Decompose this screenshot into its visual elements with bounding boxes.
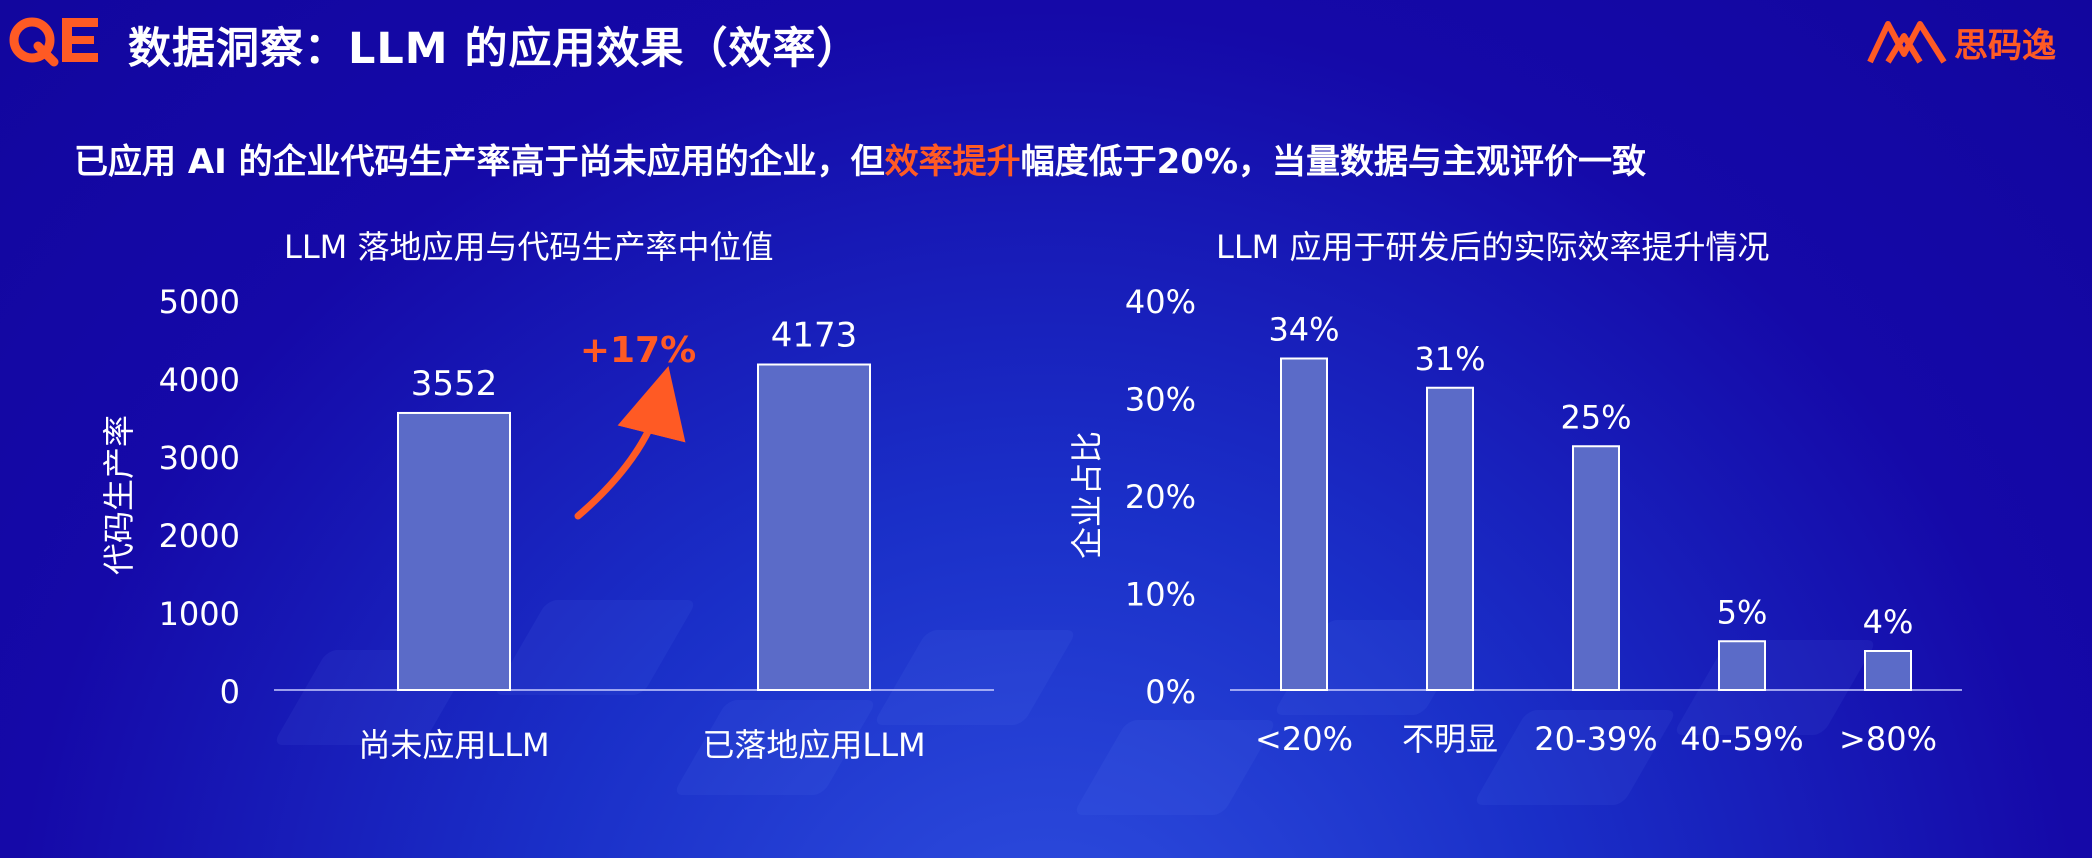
x-category-label: 不明显 (1402, 720, 1498, 758)
bar-value-label: 4% (1863, 603, 1914, 641)
growth-arrow-icon (574, 366, 686, 520)
x-category-label: 已落地应用LLM (702, 726, 925, 764)
y-tick-label: 30% (1125, 381, 1196, 419)
bar (1426, 386, 1474, 691)
y-tick-label: 5000 (159, 283, 240, 321)
y-tick-label: 4000 (159, 361, 240, 399)
qe-logo-icon (9, 17, 98, 67)
chart2-efficiency: 0% 10% 20% 30% 40% 企业占比 34% <20% 31% 不明显 25% 20-39%… (1068, 283, 1962, 758)
headline-part-2: 幅度低于20%，当量数据与主观评价一致 (1020, 142, 1647, 182)
bar-value-label: 25% (1560, 398, 1631, 436)
x-category-label: >80% (1839, 720, 1937, 758)
y-tick-label: 20% (1125, 478, 1196, 516)
growth-annotation: +17% (580, 330, 696, 371)
y-tick-label: 0 (220, 673, 240, 711)
bar-value-label: 34% (1268, 311, 1339, 349)
headline-part-1: 已应用 AI 的企业代码生产率高于尚未应用的企业，但 (74, 142, 885, 182)
page-title: 数据洞察：LLM 的应用效果（效率） (128, 24, 861, 74)
brand-name: 思码逸 (1954, 26, 2056, 66)
chart1-productivity: 0 1000 2000 3000 4000 5000 代码生产率 3552 尚未应用LLM 417… (100, 283, 994, 764)
y-tick-label: 3000 (159, 439, 240, 477)
bar-value-label: 3552 (411, 364, 498, 404)
bar (1718, 640, 1766, 691)
headline-statement: 已应用 AI 的企业代码生产率高于尚未应用的企业，但效率提升幅度低于20%，当量… (74, 134, 1646, 183)
y-tick-label: 0% (1145, 673, 1196, 711)
bar-value-label: 4173 (771, 316, 858, 356)
bar-value-label: 5% (1717, 593, 1768, 631)
bar (397, 411, 511, 691)
y-tick-label: 10% (1125, 576, 1196, 614)
chart1-title: LLM 落地应用与代码生产率中位值 (284, 228, 774, 266)
y-axis-label: 企业占比 (1068, 431, 1106, 559)
y-tick-label: 1000 (159, 595, 240, 633)
y-tick-label: 40% (1125, 283, 1196, 321)
bar (1864, 650, 1912, 691)
brand-logo-icon (1867, 21, 1947, 64)
bar (1280, 357, 1328, 691)
bar (757, 363, 871, 691)
x-category-label: 尚未应用LLM (358, 726, 549, 764)
x-category-label: 20-39% (1534, 720, 1657, 758)
chart2-title: LLM 应用于研发后的实际效率提升情况 (1216, 228, 1770, 266)
x-category-label: 40-59% (1680, 720, 1803, 758)
x-category-label: <20% (1255, 720, 1353, 758)
y-tick-label: 2000 (159, 517, 240, 555)
bar (1572, 445, 1620, 691)
y-axis-label: 代码生产率 (100, 415, 138, 575)
bar-value-label: 31% (1414, 340, 1485, 378)
headline-highlight: 效率提升 (884, 142, 1021, 182)
